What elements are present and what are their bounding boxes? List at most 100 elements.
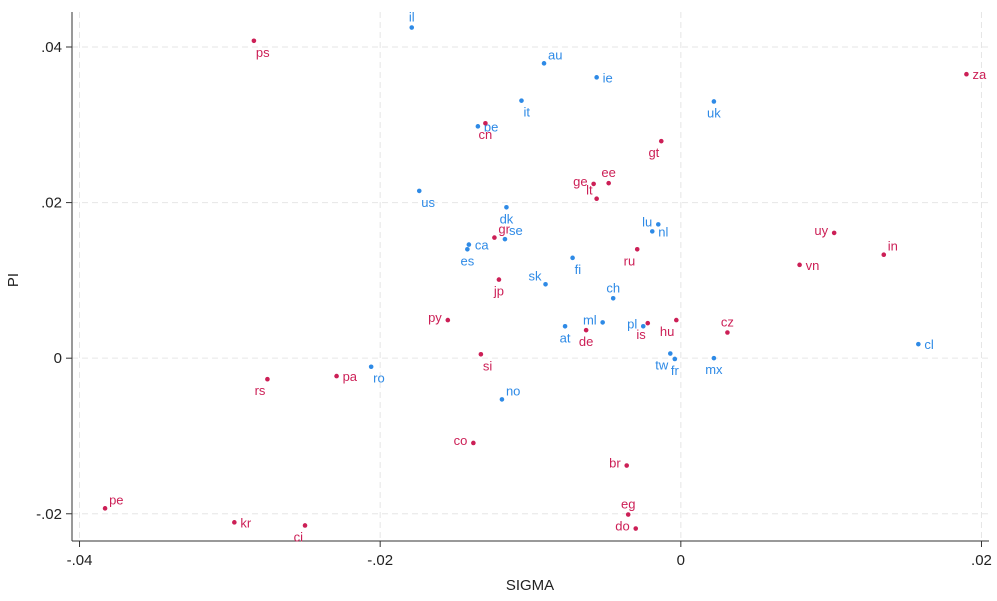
y-tick-label: 0: [54, 350, 62, 367]
point-label-cz: cz: [721, 315, 734, 330]
point-label-ci: ci: [294, 529, 304, 544]
point-cn: [483, 120, 488, 126]
point-label-ps: ps: [256, 45, 270, 60]
point-nl: [649, 229, 655, 234]
point-ie: [594, 75, 599, 80]
point-label-dk: dk: [500, 211, 514, 226]
point-is: [645, 320, 651, 326]
point-label-ca: ca: [475, 238, 490, 253]
point-pl: [640, 323, 646, 329]
point-vn: [797, 262, 802, 268]
point-label-ie: ie: [603, 70, 613, 85]
point-ru: [634, 246, 640, 252]
point-ml: [600, 320, 605, 325]
point-cz: [725, 330, 730, 335]
point-mx: [711, 355, 717, 361]
point-label-ch: ch: [606, 280, 620, 295]
point-label-se: se: [509, 223, 523, 238]
point-eg: [625, 512, 631, 517]
point-sk: [543, 281, 548, 287]
point-label-si: si: [483, 358, 493, 373]
point-label-ro: ro: [373, 371, 385, 386]
point-at: [562, 323, 568, 329]
axes: [71, 12, 989, 542]
point-dk: [504, 204, 509, 210]
point-fi: [570, 255, 575, 261]
point-ge: [591, 181, 596, 187]
point-label-ge: ge: [573, 174, 587, 189]
point-label-ee: ee: [601, 165, 615, 180]
point-fr: [672, 356, 678, 362]
point-label-cl: cl: [924, 337, 934, 352]
point-kr: [232, 520, 237, 525]
point-lu: [655, 222, 661, 227]
point-label-do: do: [615, 519, 629, 534]
point-label-fi: fi: [575, 262, 582, 277]
point-label-pe: pe: [109, 492, 123, 507]
point-label-mx: mx: [705, 362, 723, 377]
y-axis-title: PI: [5, 273, 22, 287]
point-label-fr: fr: [671, 363, 680, 378]
point-ps: [251, 38, 257, 44]
point-py: [445, 317, 451, 323]
point-gr: [492, 235, 497, 240]
point-label-pa: pa: [343, 369, 358, 384]
point-label-vn: vn: [806, 258, 820, 273]
point-label-tw: tw: [655, 358, 669, 373]
point-label-pl: pl: [627, 316, 637, 331]
point-lt: [594, 196, 599, 202]
point-tw: [668, 351, 673, 356]
point-label-es: es: [460, 253, 474, 268]
x-axis-title: SIGMA: [506, 577, 554, 594]
point-label-ru: ru: [624, 253, 636, 268]
y-tick-label: -.02: [36, 506, 62, 523]
point-uk: [711, 99, 717, 104]
point-in: [881, 252, 887, 258]
point-label-hu: hu: [660, 324, 674, 339]
point-label-br: br: [609, 456, 621, 471]
point-label-ml: ml: [583, 312, 597, 327]
point-de: [583, 327, 589, 333]
point-label-sk: sk: [529, 268, 543, 283]
point-label-gt: gt: [648, 145, 659, 160]
point-label-cn: cn: [479, 127, 493, 142]
point-label-de: de: [579, 334, 593, 349]
point-pa: [334, 373, 339, 379]
x-tick-label: .02: [971, 552, 992, 569]
y-tick-label: .04: [41, 39, 62, 56]
point-label-il: il: [409, 10, 415, 25]
point-cl: [916, 341, 921, 347]
point-it: [519, 98, 524, 103]
point-label-us: us: [421, 195, 435, 210]
point-label-eg: eg: [621, 497, 635, 512]
x-tick-label: -.02: [367, 552, 393, 569]
point-ee: [606, 180, 611, 186]
point-label-lu: lu: [642, 214, 652, 229]
point-label-nl: nl: [658, 224, 668, 239]
point-za: [964, 71, 969, 77]
point-label-lt: lt: [586, 183, 593, 198]
point-do: [633, 526, 639, 531]
point-label-no: no: [506, 383, 520, 398]
point-us: [416, 188, 422, 194]
x-ticks: -.04 -.02 0 .02: [67, 541, 992, 569]
point-es: [465, 246, 470, 252]
point-label-gr: gr: [498, 222, 510, 237]
point-label-za: za: [972, 67, 987, 82]
point-label-au: au: [548, 47, 562, 62]
point-ca: [466, 242, 472, 247]
point-au: [541, 61, 547, 66]
point-se: [502, 236, 508, 242]
point-ch: [610, 295, 616, 301]
point-jp: [496, 277, 502, 282]
point-hu: [674, 317, 679, 323]
x-tick-label: -.04: [67, 552, 93, 569]
point-label-at: at: [560, 330, 571, 345]
point-label-kr: kr: [240, 515, 252, 530]
y-tick-label: .02: [41, 195, 62, 212]
grid-lines: [72, 12, 989, 541]
point-ro: [368, 364, 374, 370]
point-no: [499, 397, 505, 402]
point-gt: [658, 138, 664, 144]
